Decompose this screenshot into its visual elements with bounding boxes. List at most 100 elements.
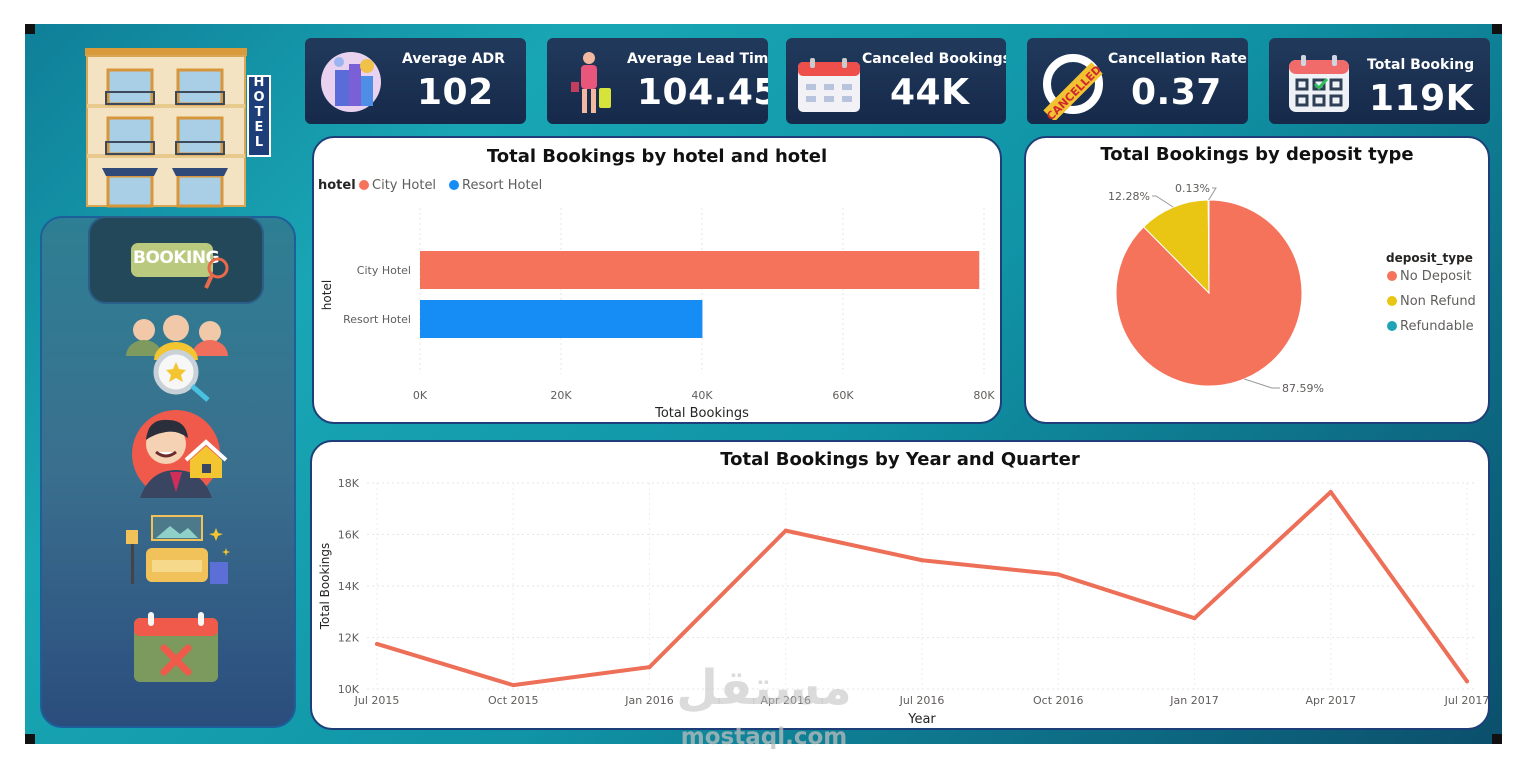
watermark-arabic: مستقل: [676, 660, 852, 716]
legend-label: No Deposit: [1400, 269, 1472, 284]
x-tick-label: Jul 2017: [1444, 694, 1488, 707]
data-point: [375, 641, 379, 646]
cancelled-stamp-icon: CANCELLED: [1043, 54, 1104, 120]
magnifier-icon: [204, 257, 229, 289]
calendar-cancel-icon[interactable]: [130, 610, 224, 686]
x-axis-label: Total Bookings: [654, 406, 749, 421]
kpi-value: 104.45: [637, 72, 768, 113]
bar-chart-card: Total Bookings by hotel and hotel hotel C…: [312, 136, 1002, 424]
traveler-icon: [571, 52, 611, 113]
x-tick-label: 40K: [691, 389, 713, 402]
data-point: [783, 528, 788, 533]
kpi-label: Average ADR: [402, 51, 505, 67]
x-tick-label: Oct 2015: [488, 694, 539, 707]
bar: [420, 251, 980, 289]
legend-marker: [449, 180, 459, 190]
x-tick-label: 0K: [413, 389, 428, 402]
pie-chart-card: Total Bookings by deposit type 87.59% 12.…: [1024, 136, 1490, 424]
y-tick-label: 10K: [338, 683, 360, 696]
kpi-label: Cancellation Rate: [1108, 51, 1247, 67]
y-tick-label: 16K: [338, 529, 360, 542]
watermark-latin: mostaql.com: [680, 724, 848, 750]
resize-handle[interactable]: [1492, 734, 1502, 744]
x-tick-label: Apr 2017: [1305, 694, 1356, 707]
guests-search-icon[interactable]: [122, 312, 234, 404]
x-axis-label: Year: [907, 712, 936, 727]
pie-slice: [1142, 199, 1210, 295]
legend-label: City Hotel: [372, 178, 436, 193]
y-tick-label: City Hotel: [357, 264, 411, 277]
data-point: [647, 665, 652, 670]
resize-handle[interactable]: [25, 734, 35, 744]
kpi-value: 44K: [890, 72, 970, 113]
data-point: [1328, 490, 1333, 495]
data-point: [1192, 616, 1197, 621]
legend-title: deposit_type: [1386, 251, 1473, 266]
line-chart: 10K 12K 14K 16K 18K Jul 2015 Oct 2015 Jan 2016 A…: [318, 477, 1488, 727]
bar-chart: hotel City Hotel Resort Hotel 0K 20K 40K 60K 80…: [318, 178, 995, 421]
data-point: [511, 683, 516, 688]
kpi-total-booking: Total Booking 119K: [1269, 38, 1490, 124]
y-tick-label: 18K: [338, 477, 360, 490]
calendar-icon: [798, 58, 860, 112]
x-tick-label: Jul 2016: [899, 694, 945, 707]
leader-line: [1208, 187, 1217, 201]
data-point: [1056, 572, 1061, 577]
legend-marker: [359, 180, 369, 190]
x-tick-label: Jul 2015: [354, 694, 400, 707]
kpi-value: 119K: [1369, 78, 1475, 119]
nav-booking-button[interactable]: BOOKING: [88, 216, 264, 304]
kpi-label: Total Booking: [1367, 57, 1475, 73]
kpi-cancellation-rate: CANCELLED Cancellation Rate 0.37: [1027, 38, 1248, 124]
line-chart-card: Total Bookings by Year and Quarter 10K 12…: [310, 440, 1490, 730]
hotel-city-icon: [321, 52, 381, 112]
legend-marker: [1387, 271, 1397, 281]
kpi-label: Canceled Bookings: [862, 51, 1006, 67]
kpi-average-lead-time: Average Lead Time 104.45: [547, 38, 768, 124]
y-axis-label: Total Bookings: [318, 543, 332, 631]
y-tick-label: 14K: [338, 580, 360, 593]
kpi-label: Average Lead Time: [627, 51, 768, 67]
legend-marker: [1387, 296, 1397, 306]
resize-handle[interactable]: [25, 24, 35, 34]
kpi-canceled-bookings: Canceled Bookings 44K: [786, 38, 1006, 124]
x-tick-label: Jan 2017: [1169, 694, 1218, 707]
data-label: 87.59%: [1282, 382, 1324, 395]
kpi-value: 0.37: [1131, 72, 1222, 113]
room-furniture-icon[interactable]: [122, 512, 234, 594]
kpi-average-adr: Average ADR 102: [305, 38, 526, 124]
y-tick-label: Resort Hotel: [343, 313, 411, 326]
legend-title: hotel: [318, 178, 356, 193]
hotel-sign: [247, 75, 271, 157]
legend-marker: [1387, 321, 1397, 331]
x-tick-label: Apr 2016: [760, 694, 811, 707]
chart-title: Total Bookings by hotel and hotel: [486, 146, 828, 167]
booking-label: BOOKING: [133, 248, 220, 268]
pie-chart: 87.59% 12.28% 0.13% deposit_type No Deposit N…: [1108, 182, 1476, 395]
leader-line: [1152, 195, 1174, 208]
x-tick-label: 60K: [832, 389, 854, 402]
data-point: [1465, 679, 1469, 684]
x-tick-label: 20K: [550, 389, 572, 402]
y-tick-label: 12K: [338, 632, 360, 645]
kpi-value: 102: [417, 72, 494, 113]
y-axis-label: hotel: [320, 280, 334, 310]
bar: [420, 300, 703, 338]
resize-handle[interactable]: [1492, 24, 1502, 34]
data-label: 0.13%: [1175, 182, 1210, 195]
chart-title: Total Bookings by deposit type: [1100, 144, 1414, 165]
chart-title: Total Bookings by Year and Quarter: [720, 449, 1080, 470]
data-label: 12.28%: [1108, 190, 1150, 203]
legend-label: Resort Hotel: [462, 178, 542, 193]
x-tick-label: Jan 2016: [624, 694, 673, 707]
x-tick-label: 80K: [973, 389, 995, 402]
data-point: [920, 558, 924, 563]
leader-line: [1244, 378, 1280, 389]
calendar-check-icon: [1289, 55, 1349, 112]
host-agent-icon[interactable]: [122, 410, 234, 502]
legend-label: Refundable: [1400, 319, 1474, 334]
legend-label: Non Refund: [1400, 294, 1476, 309]
x-tick-label: Oct 2016: [1033, 694, 1084, 707]
